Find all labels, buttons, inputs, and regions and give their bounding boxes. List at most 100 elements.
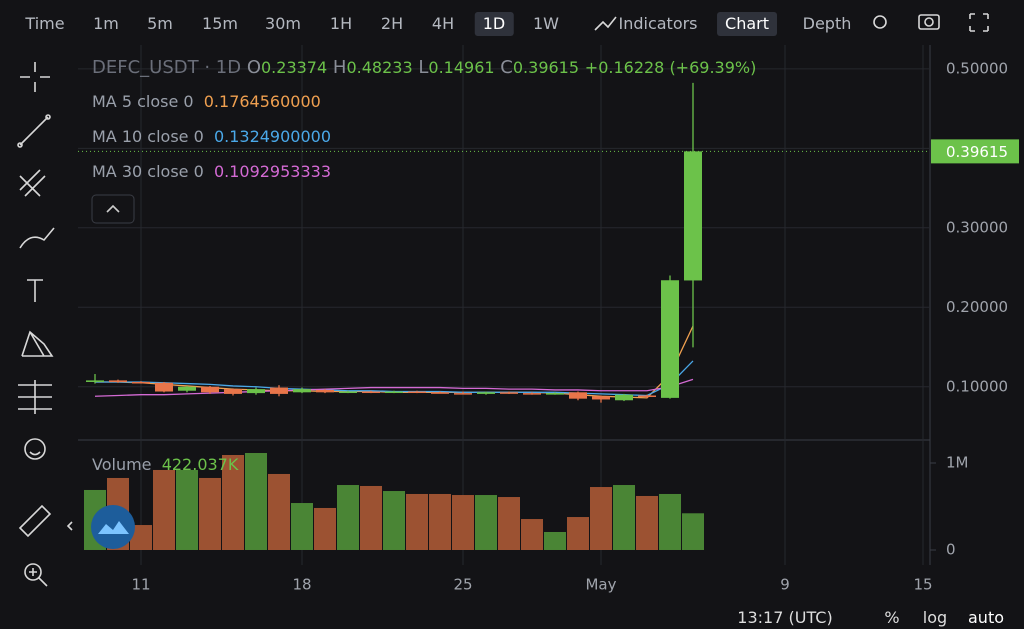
interval-active[interactable]: 1D [474, 12, 514, 36]
y-tick-label: 0.10000 [946, 377, 1008, 395]
volume-bar [521, 519, 543, 550]
candle-body [454, 393, 472, 395]
candle-body [155, 382, 173, 392]
interval[interactable]: 1H [329, 14, 353, 33]
indicators-button[interactable]: Indicators [618, 14, 698, 33]
volume-bar [176, 469, 198, 550]
volume-bar [406, 493, 428, 550]
y2-tick-label: 1M [946, 454, 969, 472]
volume-bar [130, 525, 152, 550]
volume-bar [613, 485, 635, 550]
interval[interactable]: 4H [431, 14, 455, 33]
interval[interactable]: 2H [380, 14, 404, 33]
y2-tick-label: 0 [946, 540, 956, 558]
clock: 13:17 (UTC) [737, 608, 833, 627]
candle-body [546, 393, 564, 395]
candle-body [316, 389, 334, 393]
ohlc-label: O [246, 57, 261, 78]
candle-body [684, 151, 702, 281]
ohlc-legend: DEFC_USDT · 1D O0.23374 H0.48233 L0.1496… [92, 57, 756, 78]
logo-mark [98, 521, 129, 534]
x-tick-label: 25 [453, 576, 472, 594]
logo [91, 505, 135, 549]
volume-legend: Volume 422.037K [92, 455, 238, 474]
candle-body [178, 386, 196, 391]
candle-body [385, 391, 403, 394]
volume-bar [636, 495, 658, 550]
volume-bar [498, 497, 520, 550]
y-tick-label: 0.30000 [946, 218, 1008, 236]
volume-bar [268, 473, 290, 550]
volume-bar [360, 485, 382, 550]
percent-button[interactable]: % [884, 608, 900, 627]
volume-bar [153, 469, 175, 550]
interval[interactable]: 1m [93, 14, 119, 33]
ma-value: 0.1764560000 [203, 92, 321, 111]
interval[interactable]: 5m [147, 14, 173, 33]
last-price-label: 0.39615 [946, 143, 1008, 161]
collapse-icon [106, 204, 120, 213]
candle-body [109, 380, 127, 382]
candle-body [500, 392, 518, 394]
candle-body [638, 395, 656, 397]
interval[interactable]: 15m [202, 14, 238, 33]
auto-button[interactable]: auto [967, 608, 1005, 627]
candle-body [247, 389, 265, 394]
depth-button[interactable]: Depth [802, 14, 852, 33]
candle-body [477, 392, 495, 394]
symbol: DEFC_USDT · 1D [92, 57, 242, 78]
x-tick-label: May [585, 576, 616, 594]
candle-body [592, 396, 610, 400]
candle-body [523, 393, 541, 395]
ma-line [94, 378, 694, 397]
interval[interactable]: 30m [265, 14, 301, 33]
volume-bar [659, 493, 681, 550]
volume-bar [475, 495, 497, 550]
volume-bar [291, 503, 313, 550]
ma-name: MA 30 close 0 [92, 162, 204, 181]
x-tick-label: 18 [292, 576, 311, 594]
ohlc-value: 0.23374 [261, 58, 328, 77]
volume-bar [682, 513, 704, 550]
candle-body [132, 381, 150, 384]
candle-body [224, 389, 242, 394]
ohlc-label: H [332, 57, 347, 78]
chart-button[interactable]: Chart [717, 12, 777, 36]
volume-bar [222, 455, 244, 550]
log-button[interactable]: log [922, 608, 948, 627]
candle-body [615, 394, 633, 401]
candle-body [431, 392, 449, 394]
volume-bar [544, 531, 566, 550]
ohlc-label: L [418, 57, 429, 78]
drawing-tools [17, 62, 73, 587]
collapse-button[interactable] [91, 194, 135, 224]
y-tick-label: 0.50000 [946, 59, 1008, 77]
ohlc-value: 0.39615 [512, 58, 580, 77]
candle-body [201, 386, 219, 393]
volume-name: Volume [92, 455, 152, 474]
ma-value: 0.1092953333 [213, 162, 331, 181]
volume-bar [199, 477, 221, 550]
interval[interactable]: 1W [533, 14, 559, 33]
volume-bar [452, 495, 474, 550]
volume-bar [590, 487, 612, 550]
y-tick-label: 0.20000 [946, 298, 1008, 316]
volume-bar [429, 493, 451, 550]
candle-body [661, 280, 679, 398]
interval[interactable]: Time [25, 14, 65, 33]
volume-value: 422.037K [161, 455, 239, 474]
candle-body [86, 380, 104, 382]
ma-name: MA 5 close 0 [92, 92, 194, 111]
ohlc-value: 0.48233 [346, 58, 413, 77]
last-price-tag [931, 139, 1019, 164]
volume-bar [245, 453, 267, 550]
candle-body [408, 391, 426, 394]
candle-body [569, 392, 587, 399]
candle-body [293, 389, 311, 393]
candle-body [270, 387, 288, 394]
ma-legend: MA 10 close 0 0.1324900000 [92, 127, 331, 146]
volume-bar [567, 517, 589, 550]
volume-bar [314, 507, 336, 550]
